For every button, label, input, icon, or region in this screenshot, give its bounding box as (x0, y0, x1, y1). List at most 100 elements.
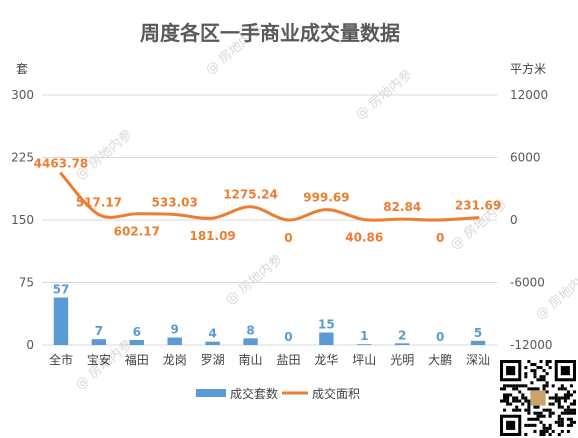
qr-module (524, 432, 528, 436)
qr-module (569, 402, 573, 406)
line-data-label: 4463.78 (34, 157, 89, 171)
qr-module (530, 417, 534, 421)
line-data-label: 0 (284, 231, 292, 245)
x-tick-label: 全市 (49, 352, 73, 367)
bar (319, 332, 334, 345)
qr-module (548, 411, 552, 415)
qr-module (548, 432, 552, 436)
qr-module (533, 405, 537, 409)
qr-module (539, 375, 543, 379)
qr-module (560, 384, 564, 388)
qr-module (533, 417, 537, 421)
right-tick-label: 12000 (510, 88, 548, 102)
qr-module (557, 399, 561, 403)
qr-module (572, 420, 576, 424)
qr-module (524, 423, 528, 427)
qr-module (569, 393, 573, 397)
qr-module (560, 411, 564, 415)
qr-module (512, 396, 516, 400)
qr-module (521, 393, 525, 397)
bar (91, 339, 107, 345)
qr-module (548, 402, 552, 406)
qr-module (548, 414, 552, 418)
x-tick-label: 福田 (125, 352, 149, 367)
qr-module (554, 393, 558, 397)
qr-module (536, 417, 540, 421)
qr-module (515, 408, 519, 412)
qr-module (509, 393, 513, 397)
line-series (59, 172, 480, 222)
watermark-text: @ 房地内参 (222, 251, 285, 308)
qr-module (542, 414, 546, 418)
bar-data-label: 8 (246, 323, 254, 337)
right-tick-label: 6000 (510, 151, 541, 165)
qr-module (524, 399, 528, 403)
qr-module (539, 429, 543, 433)
qr-module (554, 420, 558, 424)
qr-module (560, 405, 564, 409)
right-tick-label: -6000 (510, 276, 545, 290)
qr-module (506, 384, 510, 388)
line-data-label: 517.17 (76, 196, 122, 210)
bar-data-label: 0 (284, 330, 292, 344)
left-tick-label: 150 (11, 213, 34, 227)
qr-module (542, 408, 546, 412)
bar (395, 343, 410, 345)
x-tick-label: 坪山 (352, 353, 376, 367)
qr-module (539, 432, 543, 436)
qr-module (545, 429, 549, 433)
left-tick-label: 0 (26, 338, 34, 352)
line-path (59, 172, 480, 222)
qr-module (557, 417, 561, 421)
bar-data-label: 1 (360, 329, 368, 343)
qr-module (545, 408, 549, 412)
qr-module (530, 369, 534, 373)
qr-module (542, 429, 546, 433)
left-tick-label: 75 (19, 276, 34, 290)
qr-module (515, 384, 519, 388)
qr-module (527, 408, 531, 412)
x-tick-label: 光明 (390, 353, 414, 367)
qr-module (557, 405, 561, 409)
qr-module (566, 411, 570, 415)
qr-module (509, 384, 513, 388)
qr-module (560, 417, 564, 421)
qr-module (515, 387, 519, 391)
qr-module (557, 387, 561, 391)
qr-module (557, 420, 561, 424)
qr-module (503, 396, 507, 400)
qr-module (557, 396, 561, 400)
qr-module (551, 396, 555, 400)
qr-module (533, 429, 537, 433)
qr-module (506, 399, 510, 403)
qr-module (536, 378, 540, 382)
qr-module (518, 384, 522, 388)
qr-module (512, 399, 516, 403)
qr-module (524, 375, 528, 379)
qr-module (563, 396, 567, 400)
qr-module (545, 360, 549, 364)
grid-lines (42, 94, 497, 346)
qr-module (533, 411, 537, 415)
qr-module (536, 414, 540, 418)
chart-title: 周度各区一手商业成交量数据 (140, 21, 400, 45)
qr-module (518, 390, 522, 394)
qr-module (566, 423, 570, 427)
right-axis: -12000 -6000 0 6000 12000 (510, 88, 553, 352)
x-tick-label: 龙岗 (163, 353, 187, 367)
qr-module (503, 393, 507, 397)
qr-module (527, 405, 531, 409)
bar (470, 340, 486, 345)
qr-module (548, 360, 552, 364)
qr-module (530, 381, 534, 385)
qr-module (566, 405, 570, 409)
line-data-label: 40.86 (345, 231, 383, 245)
x-axis: 全市 宝安 福田 龙岗 罗湖 南山 盐田 龙华 坪山 光明 大鹏 深汕 (49, 352, 490, 367)
x-tick-label: 盐田 (276, 353, 300, 367)
qr-module (563, 399, 567, 403)
qr-module (551, 402, 555, 406)
qr-module (569, 417, 573, 421)
qr-module (533, 375, 537, 379)
line-data-label: 82.84 (383, 200, 421, 214)
qr-module (503, 384, 507, 388)
